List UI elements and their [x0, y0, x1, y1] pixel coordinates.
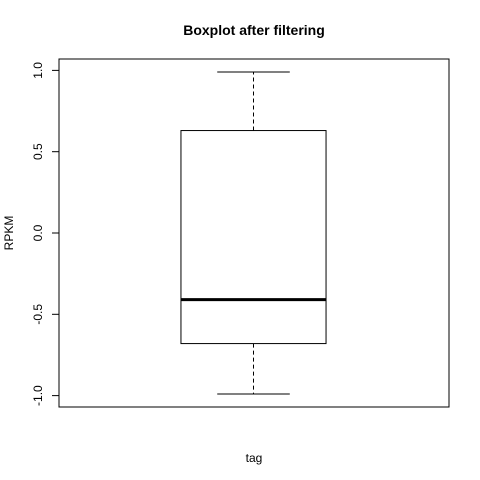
y-tick-label: 0.0	[31, 224, 45, 241]
y-tick-label: -1.0	[31, 385, 45, 406]
iqr-box	[180, 130, 327, 345]
y-axis: -1.0 -0.5 0.0 0.5 1.0	[31, 62, 60, 406]
x-axis-label: tag	[246, 451, 263, 465]
y-axis-label: RPKM	[2, 216, 16, 251]
y-tick-label: 0.5	[31, 143, 45, 160]
box-layer	[180, 71, 327, 395]
y-tick-label: 1.0	[31, 62, 45, 79]
box-group	[180, 71, 327, 395]
y-tick-label: -0.5	[31, 304, 45, 325]
chart-title: Boxplot after filtering	[183, 22, 325, 38]
